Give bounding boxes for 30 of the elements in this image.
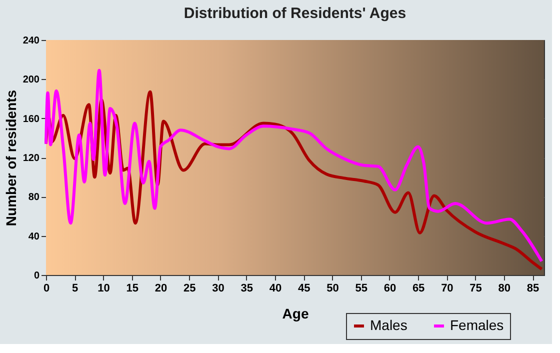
x-tick-label: 80 (498, 282, 511, 294)
x-tick-label: 35 (240, 282, 253, 294)
x-axis-title: Age (282, 306, 309, 322)
legend-label: Males (370, 317, 408, 333)
x-tick-label: 0 (43, 282, 50, 294)
y-tick-label: 0 (34, 270, 40, 282)
x-tick-label: 70 (441, 282, 454, 294)
x-tick-label: 15 (126, 282, 138, 294)
legend-label: Females (450, 317, 504, 333)
x-tick-label: 65 (412, 282, 425, 294)
x-tick-label: 85 (526, 282, 540, 294)
y-tick-label: 80 (28, 192, 40, 204)
y-tick-label: 160 (22, 114, 40, 125)
chart-title: Distribution of Residents' Ages (184, 5, 406, 22)
x-tick-label: 55 (355, 282, 368, 294)
y-tick-label: 120 (22, 153, 40, 164)
y-tick-label: 240 (22, 36, 40, 46)
y-axis-title: Number of residents (2, 90, 19, 226)
x-tick-label: 50 (326, 282, 339, 294)
x-tick-label: 30 (212, 282, 224, 294)
y-tick-label: 200 (22, 74, 40, 86)
x-tick-label: 60 (384, 282, 396, 294)
x-tick-label: 20 (154, 282, 168, 294)
x-tick-label: 45 (298, 282, 310, 294)
x-tick-label: 5 (72, 282, 78, 294)
x-tick-label: 10 (98, 282, 110, 294)
x-tick-label: 25 (183, 282, 196, 294)
y-tick-label: 40 (28, 231, 40, 242)
x-tick-label: 75 (470, 282, 482, 294)
x-tick-label: 40 (269, 282, 282, 294)
